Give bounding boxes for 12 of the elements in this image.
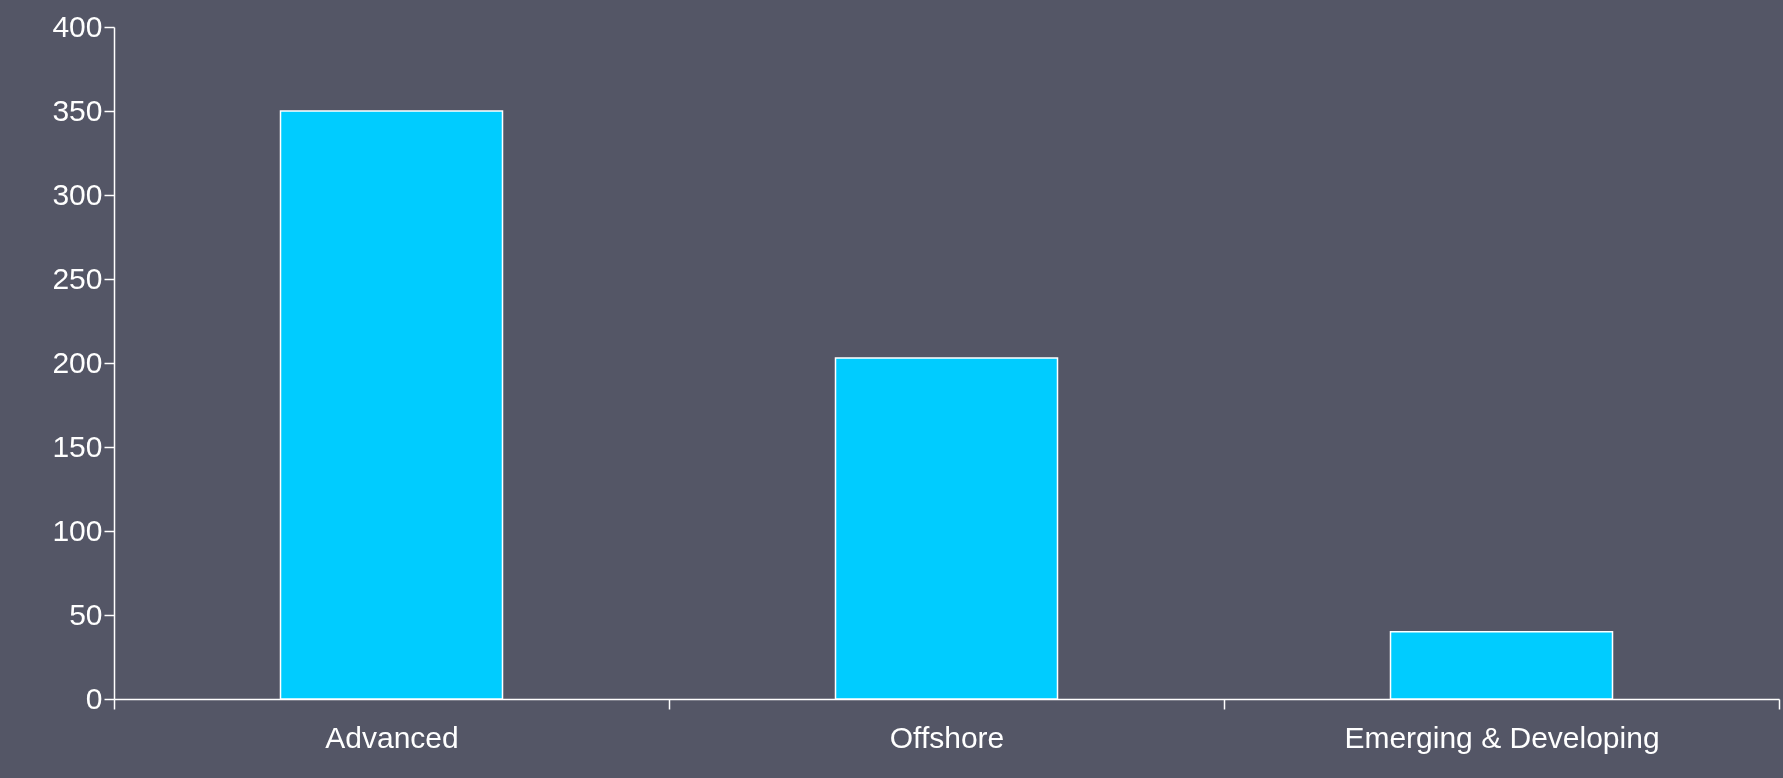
y-tick-label: 400 <box>52 9 103 43</box>
x-tick-label: Offshore <box>889 720 1005 754</box>
y-tick-label: 250 <box>52 261 103 295</box>
x-tick-label: Emerging & Developing <box>1344 720 1660 754</box>
y-tick-label: 300 <box>52 177 103 211</box>
y-tick-label: 50 <box>69 597 103 631</box>
y-tick-label: 200 <box>52 345 103 379</box>
y-tick-label: 0 <box>85 681 103 715</box>
y-tick-label: 150 <box>52 429 103 463</box>
x-tick-label: Advanced <box>325 720 459 754</box>
y-tick-label: 100 <box>52 513 103 547</box>
y-tick-label: 350 <box>52 93 103 127</box>
